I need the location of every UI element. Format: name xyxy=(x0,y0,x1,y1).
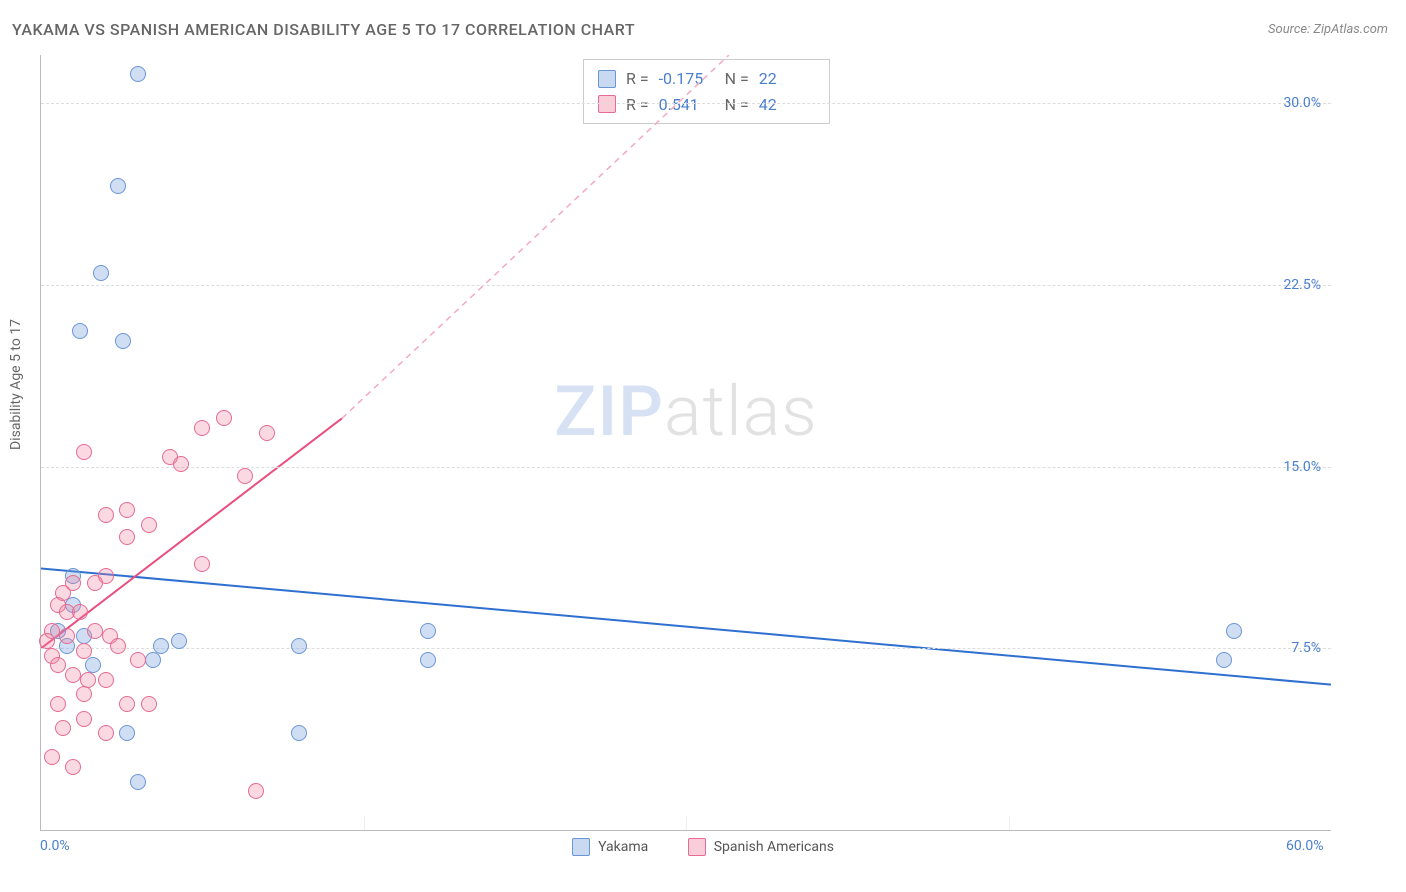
data-point xyxy=(194,556,210,572)
data-point xyxy=(119,696,135,712)
trend-line xyxy=(41,568,1331,684)
data-point xyxy=(87,623,103,639)
data-point xyxy=(44,749,60,765)
data-point xyxy=(119,502,135,518)
gridline-h xyxy=(41,103,1331,104)
data-point xyxy=(98,672,114,688)
stat-label: N = xyxy=(725,66,749,92)
data-point xyxy=(237,468,253,484)
watermark-zip: ZIP xyxy=(554,371,664,453)
stats-row-yakama: R = -0.175 N = 22 xyxy=(598,66,815,92)
swatch-icon xyxy=(598,70,616,88)
data-point xyxy=(59,628,75,644)
y-axis-label: Disability Age 5 to 17 xyxy=(8,319,24,450)
data-point xyxy=(130,652,146,668)
data-point xyxy=(291,638,307,654)
data-point xyxy=(55,720,71,736)
gridline-v xyxy=(364,816,365,830)
legend-label: Yakama xyxy=(598,839,648,855)
data-point xyxy=(171,633,187,649)
y-tick-label: 7.5% xyxy=(1291,640,1321,656)
data-point xyxy=(173,456,189,472)
bottom-legend: Yakama Spanish Americans xyxy=(0,838,1406,860)
data-point xyxy=(130,774,146,790)
source-text: Source: ZipAtlas.com xyxy=(1268,22,1388,37)
data-point xyxy=(141,696,157,712)
data-point xyxy=(1216,652,1232,668)
plot-area: ZIPatlas R = -0.175 N = 22 R = 0.541 N =… xyxy=(40,55,1331,831)
y-tick-label: 22.5% xyxy=(1283,277,1321,293)
data-point xyxy=(65,759,81,775)
data-point xyxy=(291,725,307,741)
data-point xyxy=(76,711,92,727)
data-point xyxy=(119,529,135,545)
data-point xyxy=(194,420,210,436)
data-point xyxy=(76,444,92,460)
data-point xyxy=(50,696,66,712)
trend-lines xyxy=(41,55,1331,830)
data-point xyxy=(420,652,436,668)
watermark-atlas: atlas xyxy=(664,371,818,453)
gridline-v xyxy=(686,816,687,830)
swatch-icon xyxy=(688,838,706,856)
stat-r-yakama: -0.175 xyxy=(659,66,715,92)
data-point xyxy=(39,633,55,649)
data-point xyxy=(72,323,88,339)
stat-n-yakama: 22 xyxy=(759,66,815,92)
data-point xyxy=(76,643,92,659)
chart-title: YAKAMA VS SPANISH AMERICAN DISABILITY AG… xyxy=(12,20,635,39)
gridline-h xyxy=(41,648,1331,649)
data-point xyxy=(98,507,114,523)
data-point xyxy=(110,178,126,194)
legend-item-spanish: Spanish Americans xyxy=(688,838,834,856)
gridline-h xyxy=(41,467,1331,468)
data-point xyxy=(72,604,88,620)
data-point xyxy=(87,575,103,591)
legend-item-yakama: Yakama xyxy=(572,838,648,856)
y-tick-label: 15.0% xyxy=(1283,459,1321,475)
data-point xyxy=(1226,623,1242,639)
data-point xyxy=(50,657,66,673)
data-point xyxy=(216,410,232,426)
legend-label: Spanish Americans xyxy=(714,839,834,855)
watermark: ZIPatlas xyxy=(554,371,818,453)
data-point xyxy=(76,686,92,702)
data-point xyxy=(420,623,436,639)
data-point xyxy=(145,652,161,668)
data-point xyxy=(119,725,135,741)
gridline-h xyxy=(41,285,1331,286)
data-point xyxy=(65,667,81,683)
data-point xyxy=(110,638,126,654)
data-point xyxy=(130,66,146,82)
data-point xyxy=(98,725,114,741)
gridline-v xyxy=(1009,816,1010,830)
data-point xyxy=(55,585,71,601)
data-point xyxy=(141,517,157,533)
swatch-icon xyxy=(572,838,590,856)
y-tick-label: 30.0% xyxy=(1283,95,1321,111)
data-point xyxy=(93,265,109,281)
stats-legend-box: R = -0.175 N = 22 R = 0.541 N = 42 xyxy=(583,59,830,124)
data-point xyxy=(115,333,131,349)
data-point xyxy=(259,425,275,441)
data-point xyxy=(153,638,169,654)
data-point xyxy=(248,783,264,799)
stat-label: R = xyxy=(626,66,649,92)
